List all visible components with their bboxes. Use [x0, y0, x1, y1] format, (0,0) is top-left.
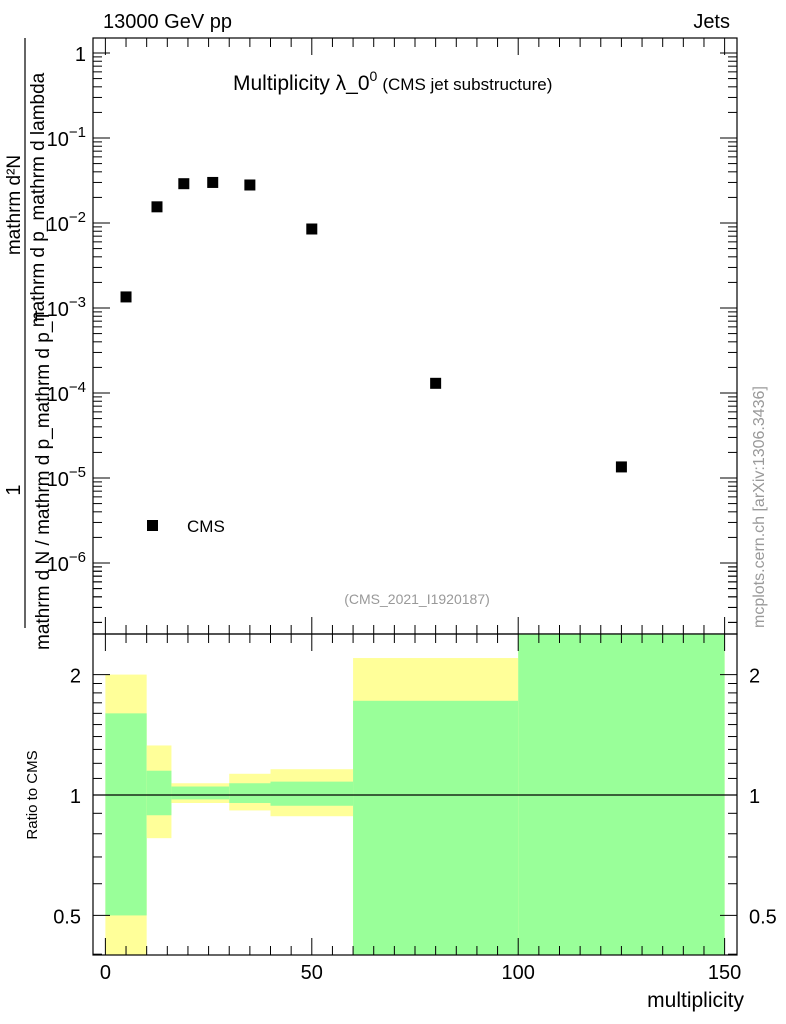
data-point: [151, 201, 163, 213]
ratio-ticks: 0.5 0.5 1 1 2 2 0 50 100 150: [53, 634, 777, 984]
ratio-band-green: [353, 700, 519, 955]
data-point: [120, 291, 132, 303]
plot-title: Multiplicity λ_00 (CMS jet substructure): [233, 68, 552, 95]
y-label-numerator: 1: [3, 484, 25, 495]
data-points: [120, 176, 627, 473]
side-label: mcplots.cern.ch [arXiv:1306.3436]: [751, 386, 768, 628]
data-point: [178, 178, 190, 190]
ratio-y-tick-label-left: 2: [70, 666, 81, 688]
x-axis-label: multiplicity: [647, 989, 744, 1012]
y-tick-label: 10−6: [47, 549, 86, 576]
ratio-y-label: Ratio to CMS: [24, 750, 41, 839]
y-tick-label: 10−2: [47, 209, 86, 236]
ratio-y-tick-label-left: 1: [70, 786, 81, 808]
ratio-y-tick-label-left: 0.5: [53, 906, 81, 928]
ratio-band-green: [229, 783, 271, 803]
data-point: [244, 179, 256, 191]
x-tick-label: 150: [708, 962, 741, 984]
ratio-band-green: [270, 781, 354, 806]
x-tick-label: 0: [100, 962, 111, 984]
ratio-y-tick-label-right: 2: [749, 666, 760, 688]
y-tick-label: 10−5: [47, 464, 86, 491]
main-plot-frame: [92, 37, 738, 635]
y-tick-label: 10−3: [47, 294, 86, 321]
y-tick-label: 10−4: [47, 379, 86, 406]
y-label-fraction-top: mathrm d²N: [4, 155, 25, 255]
main-y-ticks: 1 10−1 10−2 10−3 10−4 10−5 10−6: [47, 38, 737, 634]
ratio-y-tick-label-right: 1: [749, 786, 760, 808]
ratio-band-green: [146, 770, 172, 816]
y-label-denominator: mathrm d N / mathrm d p_mathrm d p_T: [33, 310, 54, 650]
energy-label: 13000 GeV pp: [103, 11, 232, 33]
x-tick-label: 50: [301, 962, 323, 984]
data-point: [207, 176, 219, 188]
data-point: [615, 461, 627, 473]
ratio-y-tick-label-right: 0.5: [749, 906, 777, 928]
analysis-id: (CMS_2021_I1920187): [344, 591, 490, 607]
plot-title-main: Multiplicity λ_0: [233, 72, 370, 95]
x-tick-label: 100: [502, 962, 535, 984]
ratio-band-green: [171, 786, 230, 800]
legend-marker: [147, 520, 158, 531]
plot-title-sub: (CMS jet substructure): [382, 75, 552, 94]
ratio-band-green: [105, 713, 147, 916]
y-tick-label: 1: [75, 44, 86, 66]
y-label-fraction-bottom: mathrm d p_mathrm d lambda: [28, 72, 49, 327]
y-tick-label: 10−1: [47, 124, 86, 151]
data-point: [306, 223, 318, 235]
data-point: [430, 377, 442, 389]
process-label: Jets: [693, 11, 730, 33]
legend-label: CMS: [187, 517, 225, 536]
main-y-axis-label: 1 mathrm d N / mathrm d p_mathrm d p_T m…: [3, 38, 54, 650]
plot-title-sup: 0: [370, 68, 378, 84]
